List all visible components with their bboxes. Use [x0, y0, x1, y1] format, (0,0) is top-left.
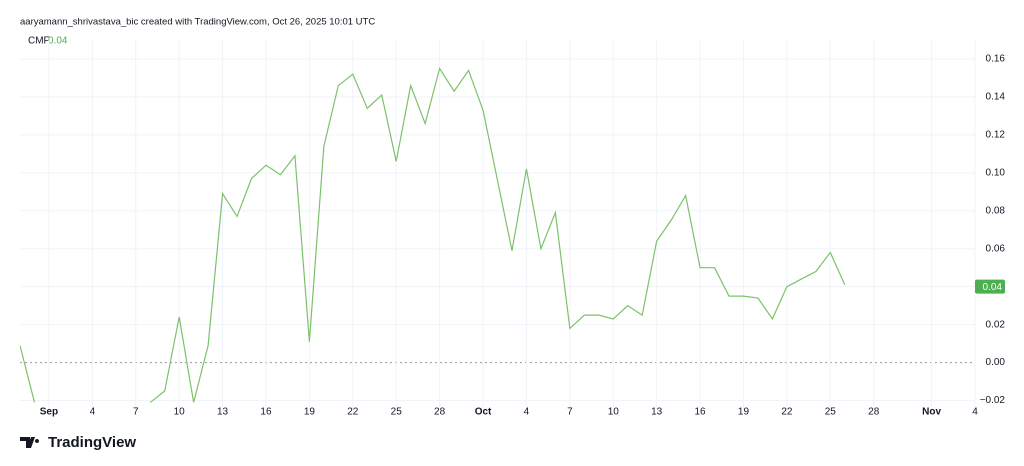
y-tick-label: 0.14 — [986, 92, 1006, 103]
x-tick-label: 7 — [567, 407, 573, 418]
x-tick-label: 13 — [217, 407, 229, 418]
last-value-badge — [975, 279, 1005, 294]
x-tick-label: Sep — [40, 407, 58, 418]
x-tick-label: 10 — [608, 407, 620, 418]
legend-value: 0.04 — [48, 36, 68, 47]
y-tick-label: −0.02 — [980, 395, 1006, 406]
x-tick-label: Oct — [475, 407, 492, 418]
brand-logo — [20, 437, 40, 448]
x-tick-label: 25 — [391, 407, 403, 418]
last-value-label: 0.04 — [983, 282, 1003, 293]
legend-label: CMF — [28, 36, 50, 47]
header-caption: aaryamann_shrivastava_bic created with T… — [20, 17, 375, 28]
y-tick-label: 0.12 — [986, 130, 1006, 141]
x-tick-label: 13 — [651, 407, 663, 418]
x-tick-label: 22 — [781, 407, 793, 418]
cmf-line — [20, 66, 846, 403]
x-tick-label: 4 — [90, 407, 96, 418]
x-tick-label: 4 — [972, 407, 978, 418]
brand-name: TradingView — [48, 434, 136, 451]
x-tick-label: 19 — [738, 407, 750, 418]
x-tick-label: 19 — [304, 407, 316, 418]
y-tick-label: 0.10 — [986, 167, 1006, 178]
y-tick-label: 0.02 — [986, 319, 1006, 330]
y-tick-label: 0.16 — [986, 54, 1006, 65]
x-tick-label: 28 — [868, 407, 880, 418]
y-tick-label: 0.08 — [986, 205, 1006, 216]
x-tick-label: 10 — [174, 407, 186, 418]
x-tick-label: 28 — [434, 407, 446, 418]
x-tick-label: 16 — [260, 407, 272, 418]
x-tick-label: 4 — [524, 407, 530, 418]
x-tick-label: Nov — [922, 407, 941, 418]
y-tick-label: 0.06 — [986, 243, 1006, 254]
y-tick-label: 0.00 — [986, 357, 1006, 368]
x-tick-label: 7 — [133, 407, 139, 418]
x-tick-label: 25 — [825, 407, 837, 418]
x-tick-label: 22 — [347, 407, 359, 418]
x-tick-label: 16 — [695, 407, 707, 418]
